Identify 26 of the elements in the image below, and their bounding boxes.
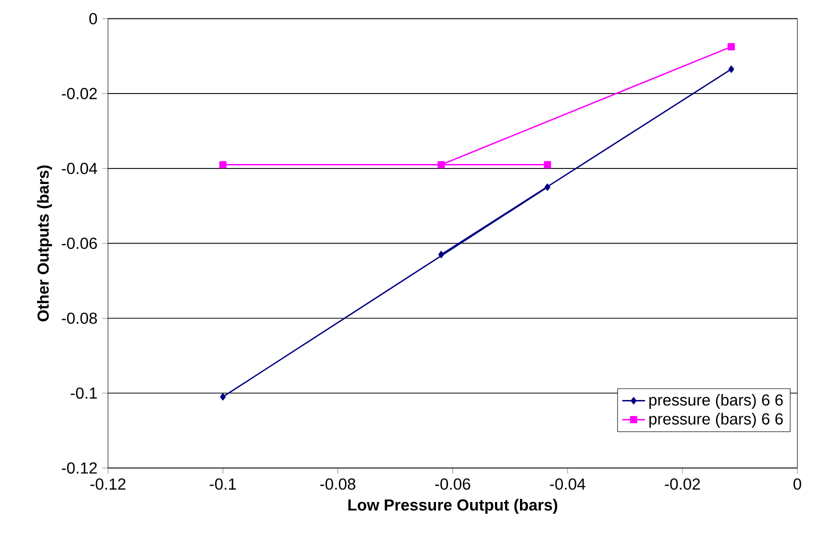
y-tick-label: 0 — [89, 13, 97, 24]
point — [544, 184, 550, 191]
point — [438, 250, 444, 258]
y-tick-label: -0.1 — [70, 387, 97, 399]
point — [219, 161, 226, 168]
y-tick-label: -0.12 — [62, 462, 97, 474]
x-tick-label: -0.1 — [210, 478, 236, 490]
x-tick-label: -0.08 — [320, 478, 356, 490]
legend-label: pressure (bars) 6 6 — [649, 412, 783, 428]
y-axis-title: Other Outputs (bars) — [37, 165, 52, 322]
y-tick-label: -0.06 — [62, 238, 97, 249]
x-tick-label: -0.04 — [550, 478, 586, 490]
x-tick-label: -0.12 — [90, 478, 126, 490]
point — [544, 161, 552, 168]
legend-label: pressure (bars) 6 6 — [649, 394, 783, 409]
x-axis-title: Low Pressure Output (bars) — [348, 498, 558, 514]
x-tick-label: -0.02 — [664, 478, 700, 490]
x-tick-label: 0 — [794, 478, 802, 490]
point — [220, 393, 226, 400]
x-tick-label: -0.06 — [435, 478, 470, 490]
point — [438, 161, 445, 168]
y-tick-label: -0.08 — [62, 312, 97, 324]
point — [728, 43, 735, 50]
y-tick-label: -0.02 — [62, 88, 97, 100]
point — [728, 66, 734, 73]
y-tick-label: -0.04 — [62, 162, 98, 174]
